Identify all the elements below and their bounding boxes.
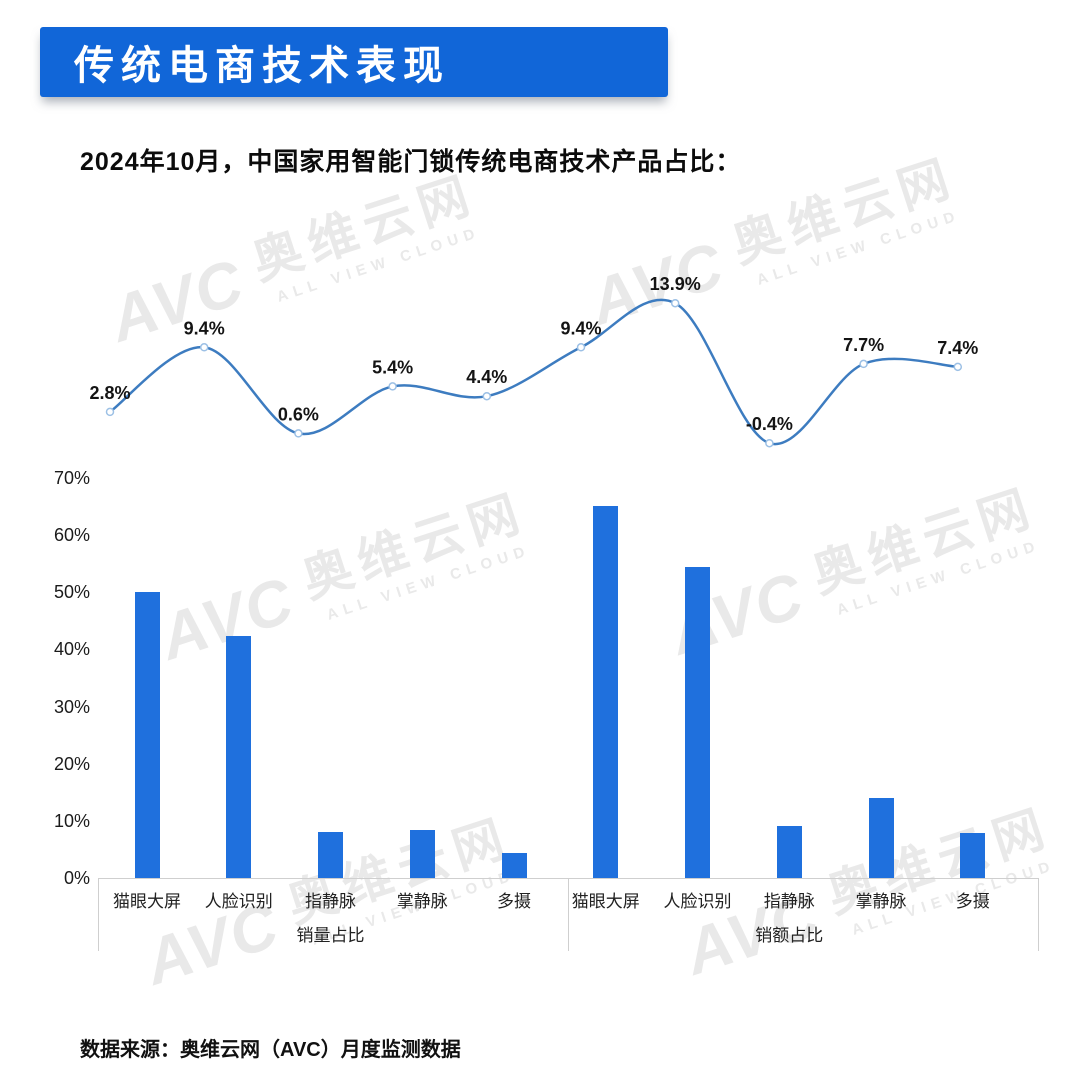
x-axis-category-label: 指静脉 — [763, 892, 815, 911]
y-axis-tick-label: 50% — [53, 582, 90, 603]
page-title: 传统电商技术表现 — [74, 44, 450, 88]
y-axis-tick-label: 70% — [53, 468, 90, 489]
bar — [776, 826, 802, 878]
y-axis-tick-label: 20% — [53, 753, 90, 774]
y-axis-tick-label: 0% — [63, 868, 90, 888]
y-axis-tick-label: 30% — [53, 696, 90, 717]
bar — [409, 830, 435, 878]
x-axis-category-label: 猫眼大屏 — [571, 892, 640, 911]
bar — [134, 592, 160, 878]
x-axis-category-label: 猫眼大屏 — [113, 892, 181, 911]
x-axis-category-label: 指静脉 — [305, 892, 356, 911]
axis-group-divider-middle — [568, 878, 569, 951]
x-axis-group-label: 销量占比 — [296, 926, 365, 945]
bar — [685, 567, 710, 878]
chart-subtitle: 2024年10月，中国家用智能门锁传统电商技术产品占比： — [80, 148, 742, 176]
x-axis-category-label: 多摄 — [497, 892, 531, 911]
title-banner: 传统电商技术表现 — [40, 27, 668, 97]
bar — [593, 506, 619, 878]
bar — [226, 635, 252, 878]
bar — [960, 832, 986, 878]
x-axis-category-label: 人脸识别 — [663, 892, 732, 911]
x-axis-category-label: 掌静脉 — [396, 892, 448, 911]
x-axis-category-label: 多摄 — [955, 892, 990, 911]
x-axis-category-label: 人脸识别 — [204, 892, 273, 911]
data-source-note: 数据来源：奥维云网（AVC）月度监测数据 — [80, 1039, 461, 1061]
x-axis-group-label: 销额占比 — [755, 926, 824, 945]
y-axis-tick-label: 40% — [53, 639, 90, 660]
bar — [318, 831, 343, 878]
y-axis-tick-label: 10% — [53, 810, 90, 831]
bar — [501, 852, 527, 878]
bar — [868, 798, 894, 878]
y-axis-tick-label: 60% — [53, 525, 90, 546]
x-axis-category-label: 掌静脉 — [855, 892, 907, 911]
axis-group-divider-left — [98, 878, 99, 951]
axis-group-divider-right — [1038, 878, 1039, 951]
